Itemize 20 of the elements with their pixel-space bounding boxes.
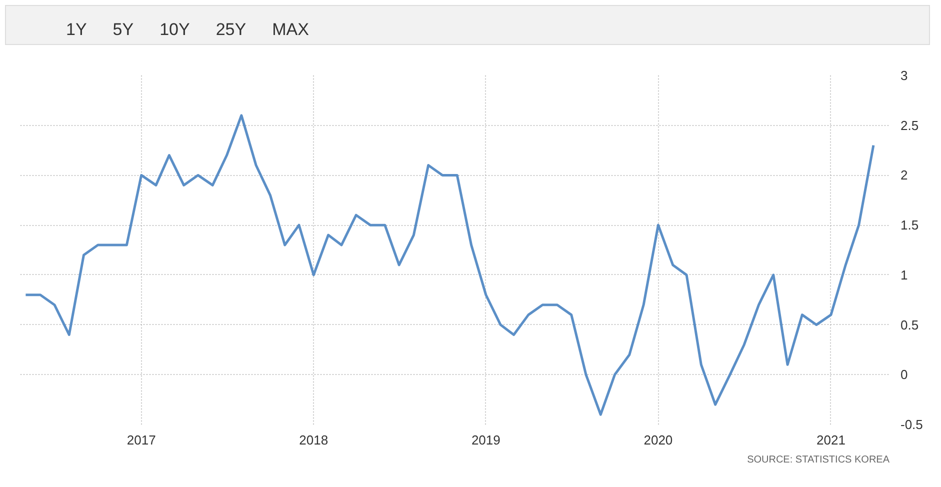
y-tick-label: 1 bbox=[900, 267, 908, 282]
x-tick-label: 2018 bbox=[299, 432, 328, 448]
text: 5Y bbox=[112, 20, 134, 39]
y-tick-label: 0.5 bbox=[900, 317, 919, 332]
y-tick-label: 2.5 bbox=[900, 118, 919, 133]
y-tick-label: -0.5 bbox=[900, 417, 923, 432]
x-tick-label: 2021 bbox=[816, 432, 846, 448]
x-tick-label: 2020 bbox=[644, 432, 673, 448]
line-series bbox=[24, 114, 875, 416]
text: 1Y bbox=[66, 20, 87, 39]
text: 25Y bbox=[216, 20, 246, 39]
y-tick-label: 1.5 bbox=[900, 218, 919, 233]
x-tick-label: 2019 bbox=[471, 432, 500, 448]
text: 10Y bbox=[160, 20, 190, 39]
source-note: SOURCE: STATISTICS KOREA bbox=[747, 454, 890, 466]
y-tick-label: 2 bbox=[900, 168, 908, 183]
x-tick-label: 2017 bbox=[126, 432, 156, 448]
text: MAX bbox=[272, 20, 309, 39]
y-tick-label: 3 bbox=[900, 68, 908, 83]
y-tick-label: 0 bbox=[900, 367, 908, 382]
